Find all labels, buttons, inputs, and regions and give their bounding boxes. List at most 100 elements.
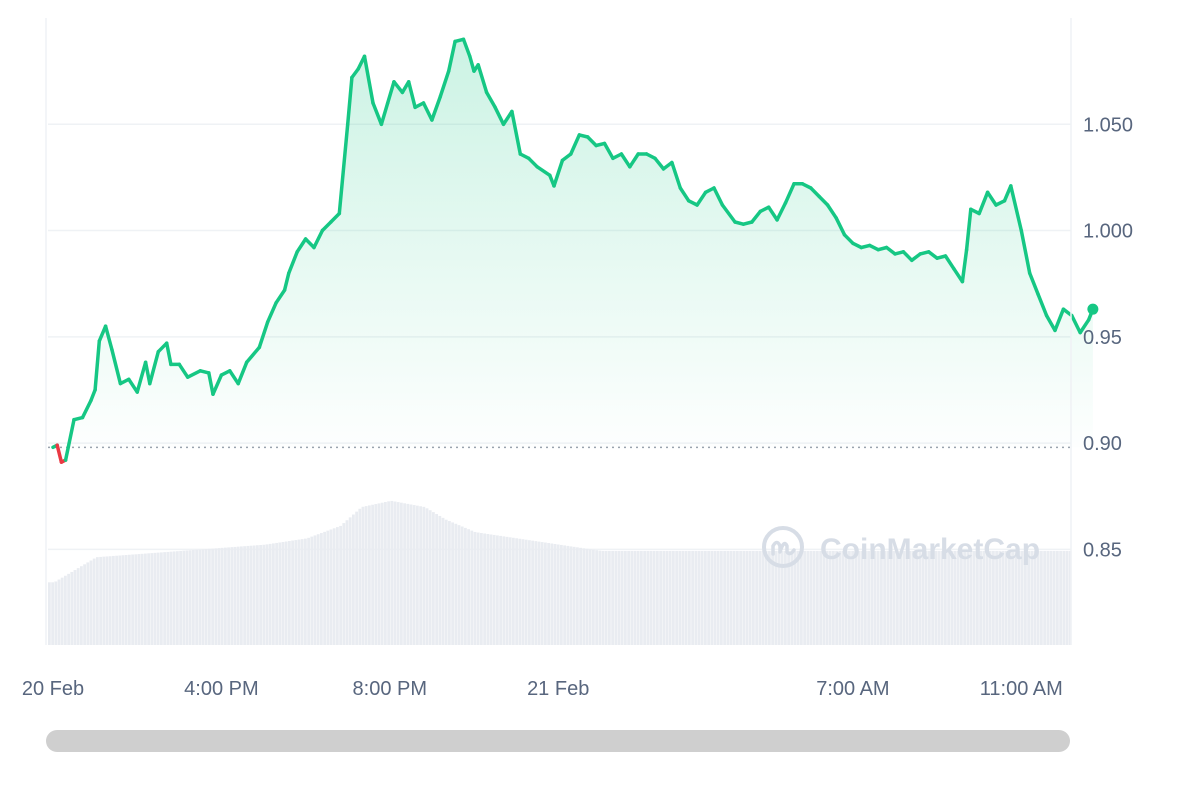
price-line-segment xyxy=(910,252,923,263)
volume-bar xyxy=(476,532,480,645)
volume-bar xyxy=(67,573,70,645)
volume-bar xyxy=(176,551,179,645)
volume-bar xyxy=(128,554,131,645)
price-line-segment xyxy=(371,101,384,127)
last-price-point[interactable] xyxy=(1087,303,1099,315)
price-line-segment xyxy=(282,271,291,292)
volume-bar xyxy=(627,550,630,645)
volume-bar xyxy=(678,550,682,645)
volume-bar xyxy=(624,550,627,645)
price-line-segment xyxy=(766,205,779,222)
volume-bar xyxy=(1024,550,1027,645)
volume-bar xyxy=(1020,550,1024,645)
volume-bar xyxy=(428,510,432,645)
volume-bar xyxy=(208,548,211,645)
volume-bar xyxy=(230,547,234,645)
volume-bar xyxy=(505,536,509,645)
volume-bar xyxy=(908,550,912,645)
volume-bar xyxy=(1008,550,1011,645)
price-line-segment xyxy=(337,122,350,216)
volume-bar xyxy=(777,550,781,645)
volume-bar xyxy=(195,549,198,645)
volume-bar xyxy=(83,564,86,645)
volume-bar xyxy=(662,550,666,645)
volume-bar xyxy=(537,541,541,645)
volume-bar xyxy=(192,550,195,645)
volume-bar xyxy=(649,550,653,645)
volume-bar xyxy=(480,533,483,645)
volume-bar xyxy=(985,550,989,645)
price-line-segment xyxy=(628,152,640,169)
volume-bar xyxy=(380,502,384,645)
volume-bar xyxy=(758,550,762,645)
volume-bar xyxy=(892,550,896,645)
volume-bar xyxy=(48,582,51,645)
volume-bar xyxy=(617,550,621,645)
watermark-text: CoinMarketCap xyxy=(820,533,1040,566)
volume-bar xyxy=(486,533,490,645)
volume-bar xyxy=(643,550,646,645)
volume-bar xyxy=(320,533,323,645)
price-line-segment xyxy=(228,369,240,386)
volume-bar xyxy=(700,550,704,645)
price-line-segment xyxy=(55,443,64,464)
volume-bar xyxy=(761,550,765,645)
volume-bar xyxy=(422,506,426,645)
volume-bar xyxy=(499,535,502,645)
price-line-segment xyxy=(535,165,552,178)
volume-bar xyxy=(332,528,336,645)
price-line-segment xyxy=(901,250,914,263)
volume-bar xyxy=(588,549,592,645)
volume-bar xyxy=(419,506,422,645)
price-line-segment xyxy=(345,75,354,127)
price-line-segment xyxy=(834,216,847,237)
volume-bar xyxy=(800,550,803,645)
price-line-segment xyxy=(817,194,830,207)
volume-bar xyxy=(771,550,774,645)
volume-bar xyxy=(316,534,320,645)
volume-bar xyxy=(681,550,685,645)
volume-bar xyxy=(556,544,560,645)
volume-bar xyxy=(457,525,461,645)
volume-bar xyxy=(1049,550,1053,645)
volume-bar xyxy=(569,546,573,645)
volume-bar xyxy=(265,544,269,645)
volume-bar xyxy=(387,501,390,645)
volume-bar xyxy=(1014,550,1018,645)
volume-bar xyxy=(80,566,83,645)
price-line-segment xyxy=(236,360,249,386)
volume-bar xyxy=(592,549,595,645)
volume-bar xyxy=(268,543,272,645)
volume-bar xyxy=(988,550,992,645)
volume-bar xyxy=(348,517,352,645)
volume-bar xyxy=(768,550,771,645)
x-tick-label: 8:00 PM xyxy=(353,678,427,700)
volume-bar xyxy=(665,550,669,645)
price-line-segment xyxy=(211,373,224,396)
volume-bar xyxy=(630,550,634,645)
volume-bar xyxy=(896,550,899,645)
volume-bar xyxy=(812,550,816,645)
price-line-segment xyxy=(1070,313,1082,335)
volume-bar xyxy=(688,550,691,645)
price-line-segment xyxy=(127,377,139,394)
volume-bar xyxy=(182,550,186,645)
volume-bar xyxy=(473,531,477,645)
volume-bar xyxy=(646,550,650,645)
volume-bar xyxy=(604,550,608,645)
volume-bar xyxy=(755,550,758,645)
volume-bar xyxy=(1056,550,1059,645)
volume-bar xyxy=(713,550,717,645)
volume-bar xyxy=(633,550,637,645)
volume-bar xyxy=(300,539,304,645)
price-line-segment xyxy=(712,186,725,207)
volume-bar xyxy=(304,538,307,645)
volume-bar xyxy=(915,550,918,645)
volume-bar xyxy=(828,550,832,645)
volume-bar xyxy=(492,534,496,645)
chart-range-scrollbar[interactable] xyxy=(46,730,1070,752)
volume-bar xyxy=(188,550,192,645)
volume-bar xyxy=(307,537,310,645)
volume-bar xyxy=(329,529,333,645)
